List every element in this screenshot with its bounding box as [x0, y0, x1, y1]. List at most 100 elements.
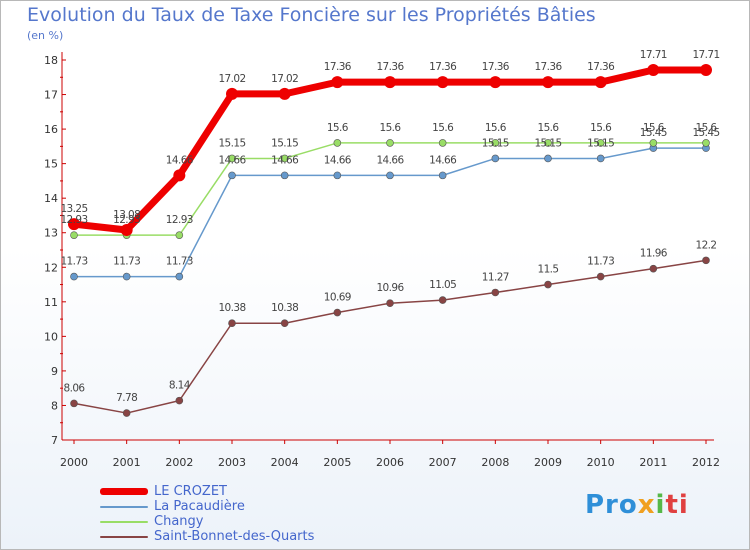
data-label-le-crozet: 17.71 [692, 49, 719, 61]
data-point-la-pacaudi-re [333, 171, 342, 180]
x-tick-label: 2002 [165, 456, 193, 469]
legend-swatch-le-crozet [100, 488, 148, 495]
data-label-saint-bonnet-des-quarts: 8.14 [169, 380, 191, 392]
data-point-le-crozet [68, 218, 80, 231]
data-label-saint-bonnet-des-quarts: 10.69 [324, 292, 351, 304]
y-tick-label: 14 [44, 192, 58, 205]
legend-label-la-pacaudiere: La Pacaudière [154, 499, 245, 514]
data-label-le-crozet: 17.36 [482, 61, 510, 73]
data-label-saint-bonnet-des-quarts: 11.27 [482, 271, 509, 283]
chart-title: Evolution du Taux de Taxe Foncière sur l… [27, 4, 596, 26]
data-label-saint-bonnet-des-quarts: 8.06 [64, 382, 86, 394]
data-label-changy: 12.93 [60, 214, 87, 226]
y-tick-label: 13 [44, 227, 58, 240]
data-point-saint-bonnet-des-quarts [491, 288, 500, 297]
data-label-la-pacaudi-re: 15.15 [534, 137, 561, 149]
data-label-la-pacaudi-re: 11.73 [60, 256, 87, 268]
data-label-changy: 15.6 [327, 122, 349, 134]
data-point-saint-bonnet-des-quarts [386, 299, 394, 308]
x-tick-label: 2000 [60, 456, 88, 469]
x-tick-label: 2001 [113, 456, 141, 469]
series-line-le-crozet [70, 66, 710, 234]
data-label-changy: 15.15 [218, 137, 245, 149]
data-point-saint-bonnet-des-quarts [649, 264, 658, 273]
data-label-le-crozet: 17.36 [587, 61, 615, 73]
data-label-le-crozet: 17.36 [534, 61, 562, 73]
y-tick-label: 17 [44, 89, 58, 102]
x-tick-label: 2006 [376, 456, 404, 469]
data-label-changy: 15.6 [380, 122, 402, 134]
y-tick-label: 16 [44, 123, 58, 136]
data-point-le-crozet [226, 87, 238, 100]
data-point-saint-bonnet-des-quarts [438, 296, 447, 304]
data-label-changy: 12.93 [166, 214, 193, 226]
data-label-changy: 15.6 [696, 122, 718, 134]
x-tick-label: 2009 [534, 456, 562, 469]
proxiti-logo: Proxiti [585, 490, 689, 520]
x-tick-label: 2010 [587, 456, 615, 469]
data-label-changy: 15.6 [643, 122, 665, 134]
data-label-saint-bonnet-des-quarts: 10.38 [271, 302, 298, 314]
data-point-changy [386, 139, 394, 147]
data-point-la-pacaudi-re [544, 154, 552, 163]
data-label-le-crozet: 14.66 [166, 154, 194, 166]
data-label-le-crozet: 13.08 [113, 209, 140, 221]
data-label-changy: 12.93 [113, 214, 140, 226]
data-point-changy [596, 139, 605, 147]
data-label-la-pacaudi-re: 14.66 [218, 154, 246, 166]
data-point-la-pacaudi-re [122, 272, 131, 281]
data-label-saint-bonnet-des-quarts: 11.05 [429, 279, 456, 291]
data-label-saint-bonnet-des-quarts: 7.78 [116, 392, 137, 404]
data-point-saint-bonnet-des-quarts [544, 280, 552, 289]
data-point-la-pacaudi-re [228, 171, 236, 180]
legend-label-changy: Changy [154, 514, 204, 529]
x-tick-label: 2008 [481, 456, 509, 469]
x-tick-label: 2003 [218, 456, 246, 469]
data-label-changy: 15.6 [432, 122, 454, 134]
data-label-changy: 15.6 [590, 122, 612, 134]
data-point-la-pacaudi-re [596, 154, 605, 163]
data-point-changy [228, 154, 236, 163]
data-label-changy: 15.6 [485, 122, 507, 134]
data-point-le-crozet [647, 64, 660, 77]
data-label-saint-bonnet-des-quarts: 10.96 [376, 282, 404, 294]
data-point-la-pacaudi-re [70, 272, 78, 281]
data-point-saint-bonnet-des-quarts [280, 319, 289, 328]
data-point-changy [702, 139, 710, 147]
data-label-la-pacaudi-re: 14.66 [376, 154, 404, 166]
data-label-le-crozet: 17.36 [376, 61, 404, 73]
data-point-le-crozet [120, 223, 133, 236]
data-label-changy: 15.6 [538, 122, 560, 134]
data-label-la-pacaudi-re: 14.66 [271, 154, 299, 166]
x-tick-label: 2007 [429, 456, 457, 469]
data-point-la-pacaudi-re [438, 171, 447, 180]
y-tick-label: 7 [51, 434, 58, 447]
data-point-changy [175, 231, 184, 239]
data-label-le-crozet: 17.02 [271, 73, 298, 85]
data-label-la-pacaudi-re: 14.66 [429, 154, 457, 166]
data-point-la-pacaudi-re [386, 171, 394, 180]
data-point-le-crozet [173, 169, 186, 182]
data-point-saint-bonnet-des-quarts [122, 409, 131, 417]
data-label-la-pacaudi-re: 15.15 [587, 137, 614, 149]
data-label-le-crozet: 17.36 [324, 61, 352, 73]
data-point-le-crozet [489, 76, 502, 89]
y-tick-label: 9 [51, 365, 58, 378]
data-point-le-crozet [331, 76, 344, 89]
data-label-saint-bonnet-des-quarts: 11.96 [640, 248, 668, 260]
y-tick-label: 11 [44, 296, 58, 309]
data-point-saint-bonnet-des-quarts [333, 308, 342, 317]
data-label-le-crozet: 17.36 [429, 61, 457, 73]
data-point-changy [544, 139, 552, 147]
data-label-la-pacaudi-re: 11.73 [166, 256, 193, 268]
data-point-la-pacaudi-re [491, 154, 500, 163]
data-label-la-pacaudi-re: 15.15 [482, 137, 509, 149]
data-label-le-crozet: 17.71 [640, 49, 667, 61]
data-label-saint-bonnet-des-quarts: 10.38 [218, 302, 245, 314]
data-point-changy [649, 139, 658, 147]
legend-swatch-changy [100, 521, 148, 523]
y-tick-label: 15 [44, 158, 58, 171]
legend-swatch-saint-bonnet [100, 536, 148, 538]
data-point-changy [438, 139, 447, 147]
